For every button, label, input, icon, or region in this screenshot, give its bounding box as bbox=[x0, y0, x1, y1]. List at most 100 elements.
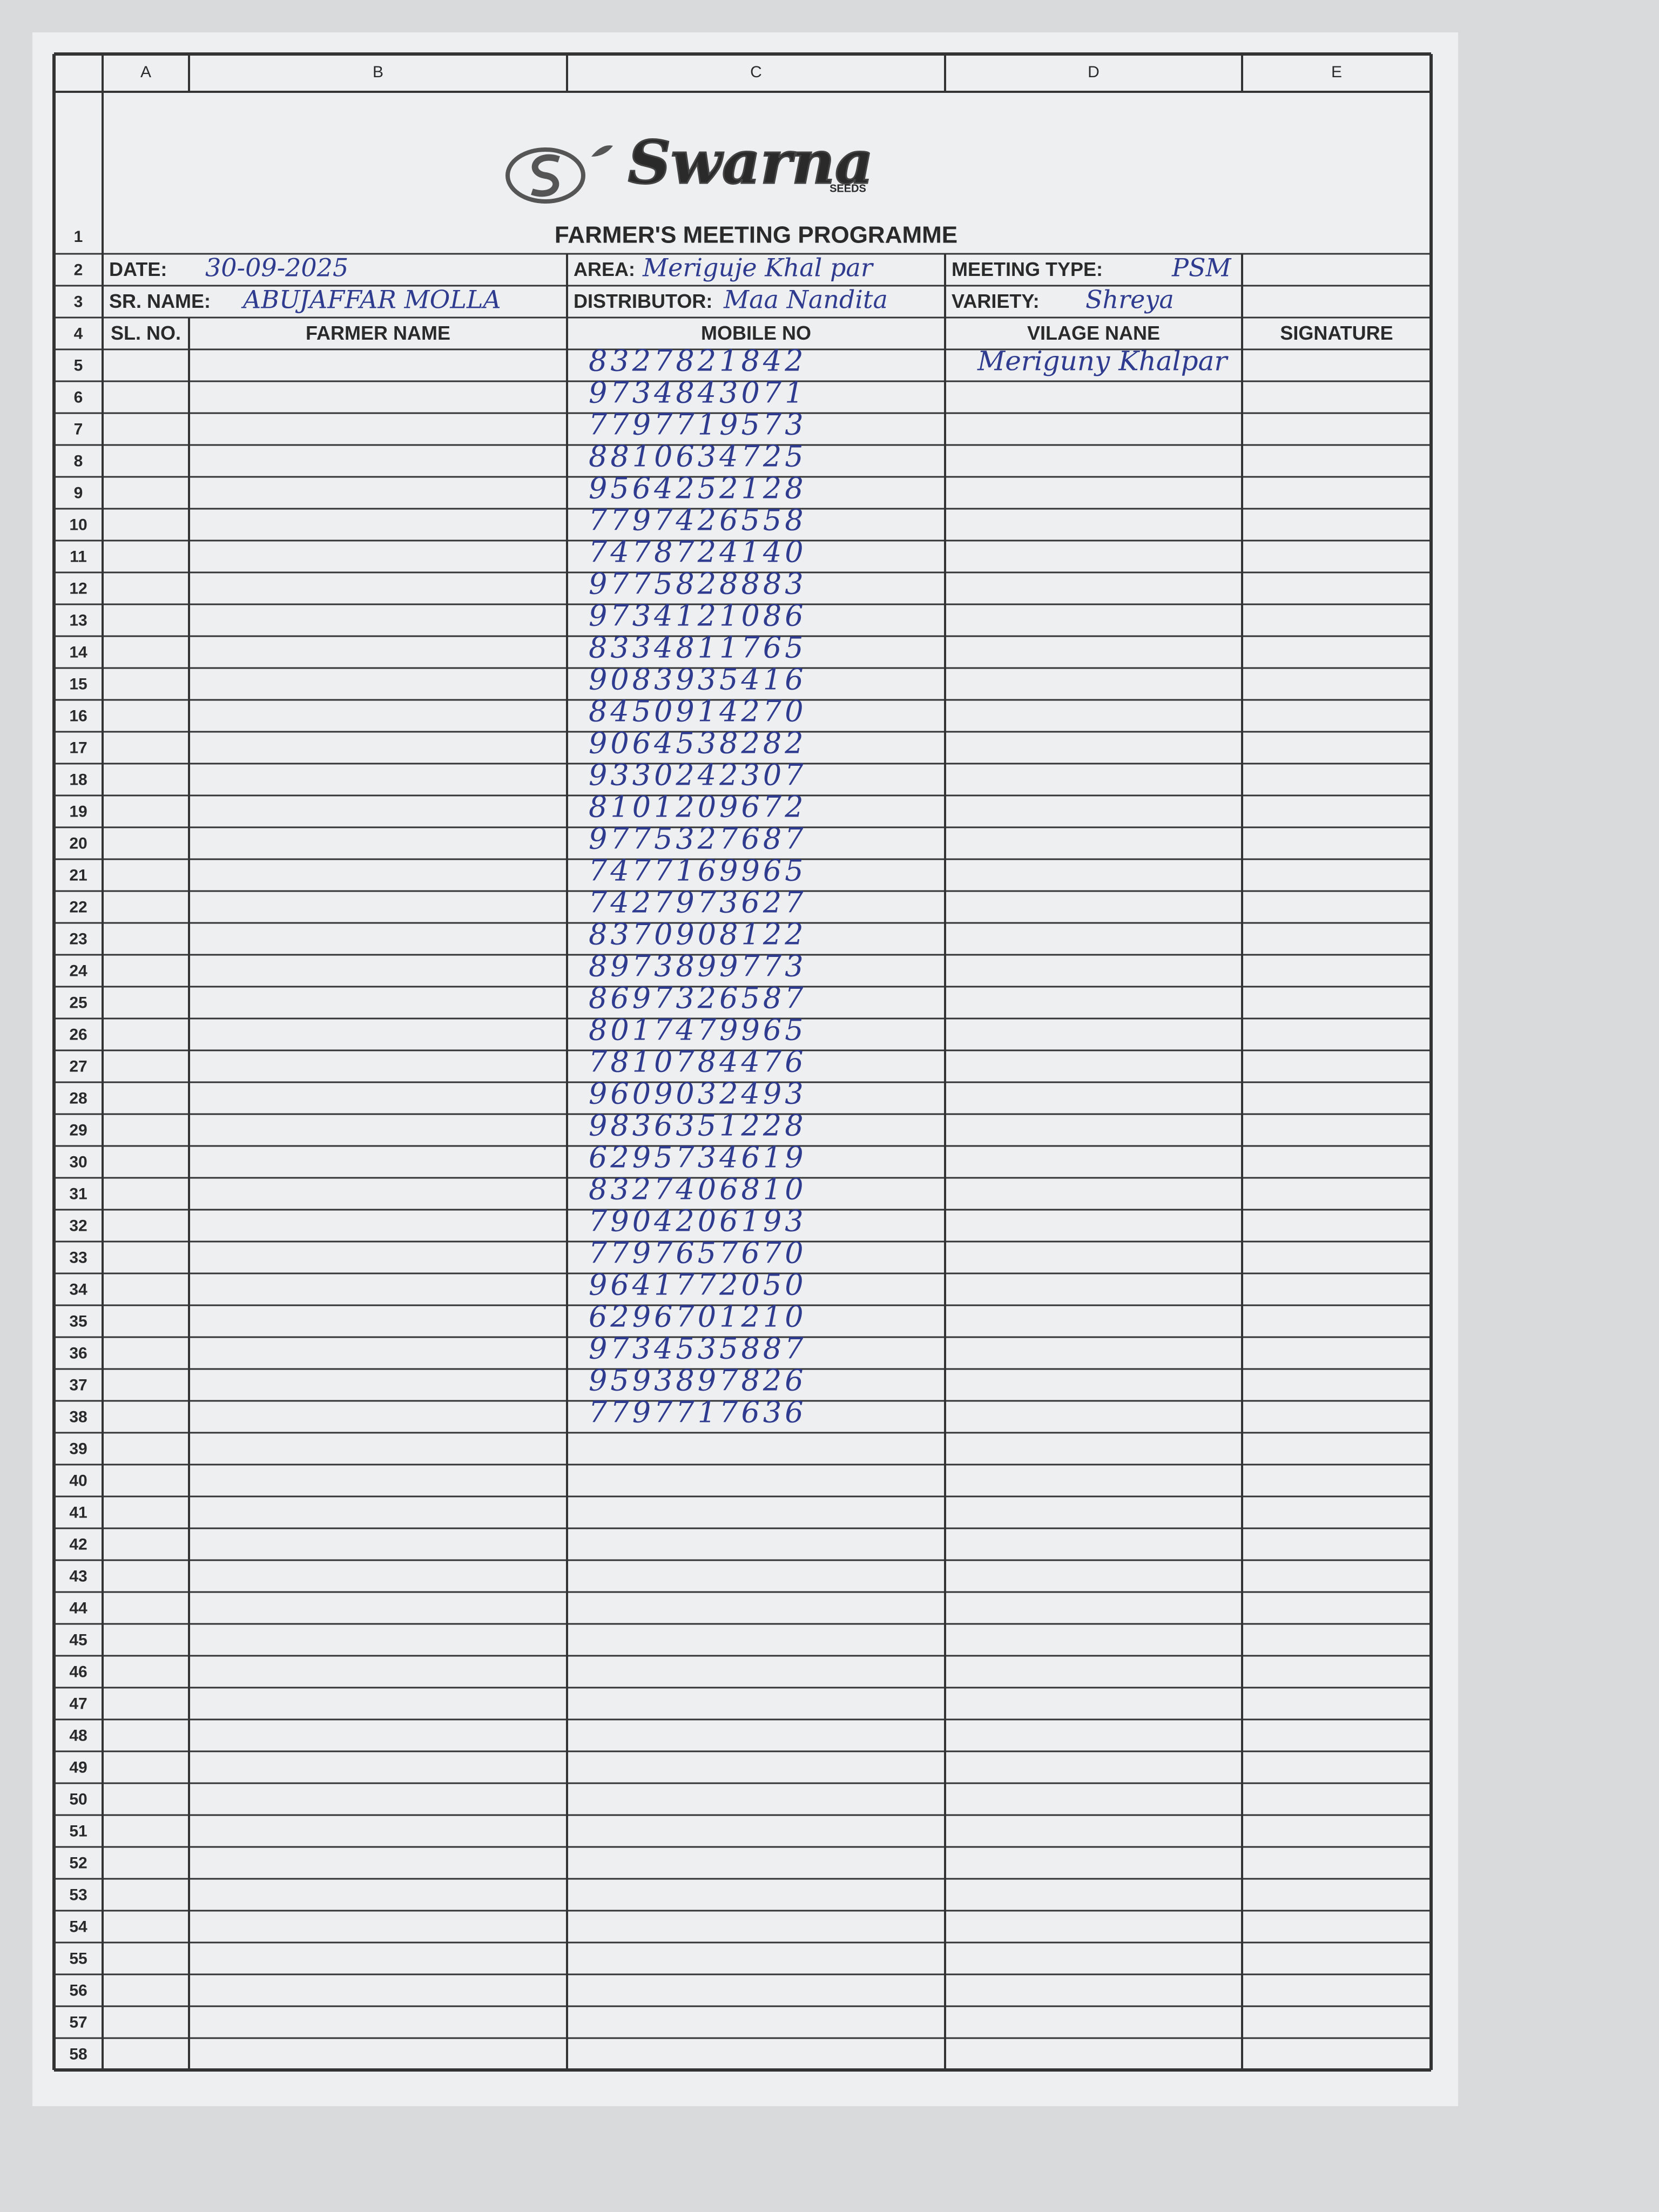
row-number: 22 bbox=[69, 898, 87, 916]
mobile-number: 9734121086 bbox=[589, 599, 807, 633]
mobile-number: 7797717636 bbox=[589, 1395, 807, 1429]
mobile-number: 7427973627 bbox=[589, 886, 807, 920]
row-number: 37 bbox=[69, 1376, 87, 1394]
row-number: 47 bbox=[69, 1695, 87, 1712]
row-number: 41 bbox=[69, 1503, 87, 1521]
mobile-number: 8697326587 bbox=[589, 981, 807, 1015]
row-number: 23 bbox=[69, 930, 87, 948]
row-number: 9 bbox=[74, 484, 83, 502]
row-number: 52 bbox=[69, 1854, 87, 1872]
row-number: 35 bbox=[69, 1312, 87, 1330]
mobile-number: 7797426558 bbox=[589, 503, 807, 537]
mobile-number: 9775327687 bbox=[589, 822, 807, 856]
row-number: 10 bbox=[69, 516, 87, 534]
row-number: 12 bbox=[69, 579, 87, 597]
row-number: 45 bbox=[69, 1631, 87, 1649]
mobile-number: 8450914270 bbox=[589, 694, 807, 729]
field-value: ABUJAFFAR MOLLA bbox=[241, 285, 501, 314]
row-number: 51 bbox=[69, 1822, 87, 1840]
row-number: 46 bbox=[69, 1663, 87, 1681]
row-number: 7 bbox=[74, 420, 83, 438]
row-number: 54 bbox=[69, 1918, 87, 1936]
row-number: 34 bbox=[69, 1280, 87, 1298]
column-letter: A bbox=[140, 63, 151, 81]
title: FARMER'S MEETING PROGRAMME bbox=[555, 222, 957, 248]
paper bbox=[32, 32, 1458, 2106]
mobile-number: 7797719573 bbox=[589, 408, 807, 442]
row-number: 2 bbox=[74, 261, 83, 279]
field-value: Shreya bbox=[1085, 285, 1174, 314]
row-number: 28 bbox=[69, 1089, 87, 1107]
row-number: 29 bbox=[69, 1121, 87, 1139]
mobile-number: 6296701210 bbox=[589, 1300, 807, 1334]
field-value: Maa Nandita bbox=[723, 285, 888, 314]
field-label: DISTRIBUTOR: bbox=[574, 290, 712, 312]
row-number: 27 bbox=[69, 1057, 87, 1075]
column-header: SL. NO. bbox=[111, 322, 181, 344]
row-number: 55 bbox=[69, 1950, 87, 1967]
column-letter: C bbox=[750, 63, 762, 81]
village: Meriguny Khalpar bbox=[977, 346, 1229, 377]
field-label: MEETING TYPE: bbox=[952, 258, 1103, 280]
row-number: 25 bbox=[69, 994, 87, 1011]
row-number: 56 bbox=[69, 1981, 87, 1999]
row-number: 20 bbox=[69, 834, 87, 852]
logo-sub: SEEDS bbox=[830, 183, 866, 194]
field-value: Meriguje Khal par bbox=[642, 253, 874, 282]
row-number: 5 bbox=[74, 356, 83, 374]
mobile-number: 9593897826 bbox=[589, 1364, 807, 1398]
column-header: VILAGE NANE bbox=[1027, 322, 1160, 344]
row-number: 8 bbox=[74, 452, 83, 470]
mobile-number: 9083935416 bbox=[589, 663, 807, 697]
row-number: 14 bbox=[69, 643, 87, 661]
mobile-number: 8810634725 bbox=[589, 440, 807, 474]
mobile-number: 9641772050 bbox=[589, 1268, 807, 1302]
row-number: 42 bbox=[69, 1535, 87, 1553]
row-number: 57 bbox=[69, 2013, 87, 2031]
mobile-number: 7478724140 bbox=[589, 535, 807, 569]
row-number: 26 bbox=[69, 1026, 87, 1043]
column-header: FARMER NAME bbox=[306, 322, 450, 344]
column-letter: B bbox=[373, 63, 383, 81]
mobile-number: 8370908122 bbox=[589, 918, 807, 952]
mobile-number: 9564252128 bbox=[589, 471, 807, 505]
mobile-number: 9734535887 bbox=[589, 1332, 807, 1366]
mobile-number: 8973899773 bbox=[589, 949, 807, 983]
mobile-number: 9609032493 bbox=[589, 1077, 807, 1111]
row-number: 50 bbox=[69, 1790, 87, 1808]
field-label: VARIETY: bbox=[952, 290, 1040, 312]
mobile-number: 8327821842 bbox=[589, 344, 807, 378]
logo-brand: Swarna bbox=[628, 127, 874, 197]
row-number: 31 bbox=[69, 1185, 87, 1203]
mobile-number: 7477169965 bbox=[589, 854, 807, 888]
mobile-number: 9836351228 bbox=[589, 1109, 807, 1143]
field-label: AREA: bbox=[574, 258, 635, 280]
mobile-number: 6295734619 bbox=[589, 1141, 807, 1175]
field-value: PSM bbox=[1171, 253, 1232, 282]
row-number: 30 bbox=[69, 1153, 87, 1171]
field-label: DATE: bbox=[109, 258, 167, 280]
row-number: 11 bbox=[70, 548, 87, 565]
row-number: 4 bbox=[74, 325, 83, 342]
mobile-number: 7904206193 bbox=[589, 1204, 807, 1238]
column-letter: D bbox=[1088, 63, 1100, 81]
field-label: SR. NAME: bbox=[109, 290, 211, 312]
mobile-number: 7810784476 bbox=[589, 1045, 807, 1079]
field-value: 30-09-2025 bbox=[205, 253, 348, 282]
column-header: SIGNATURE bbox=[1280, 322, 1393, 344]
row-number: 48 bbox=[69, 1727, 87, 1744]
mobile-number: 9064538282 bbox=[589, 726, 807, 760]
row-number: 18 bbox=[69, 771, 87, 788]
row-number: 21 bbox=[69, 866, 87, 884]
row-number: 24 bbox=[69, 962, 87, 980]
row-number: 53 bbox=[69, 1886, 87, 1904]
row-number: 49 bbox=[69, 1758, 87, 1776]
row-number: 44 bbox=[69, 1599, 87, 1617]
mobile-number: 9734843071 bbox=[589, 376, 807, 410]
mobile-number: 8101209672 bbox=[589, 790, 807, 824]
row-number: 39 bbox=[69, 1440, 87, 1458]
column-letter: E bbox=[1331, 63, 1342, 81]
